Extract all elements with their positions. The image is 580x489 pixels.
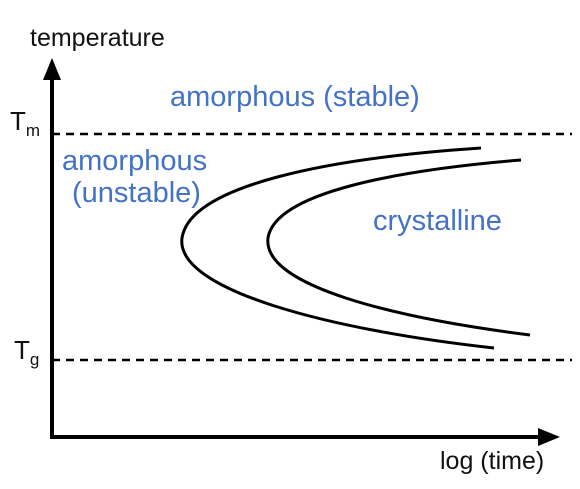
crystallization-start-curve (180, 146, 495, 350)
tm-label: Tm (10, 108, 40, 139)
crystalline-label: crystalline (373, 205, 502, 237)
x-axis-label: log (time) (440, 447, 545, 475)
amorphous-stable-label: amorphous (stable) (170, 81, 420, 113)
y-axis-label: temperature (30, 24, 165, 52)
tm-subscript: m (25, 121, 41, 140)
x-axis-arrowhead (538, 428, 560, 446)
tg-symbol: T (14, 335, 30, 365)
tg-subscript: g (29, 350, 40, 369)
amorphous-unstable-line2: (unstable) (72, 177, 201, 210)
tg-label: Tg (14, 337, 39, 368)
amorphous-unstable-label: amorphous (unstable) (62, 145, 207, 210)
amorphous-unstable-line1: amorphous (62, 145, 208, 177)
y-axis-arrowhead (43, 58, 61, 80)
tm-symbol: T (10, 106, 26, 136)
crystallization-end-curve (266, 158, 531, 337)
